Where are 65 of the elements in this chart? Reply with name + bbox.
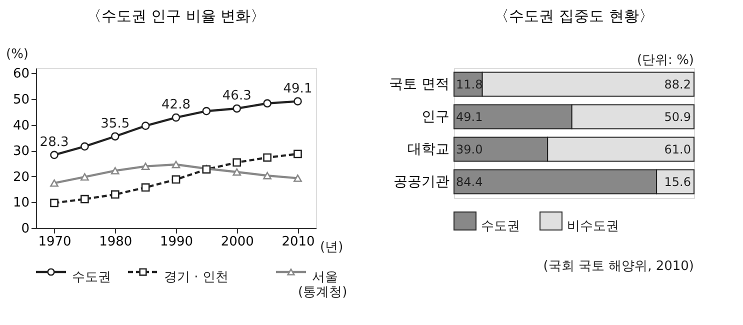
point: [110, 167, 120, 174]
data-label: 28.3: [40, 134, 69, 150]
x-tick-label: 2010: [282, 234, 315, 250]
text: (국회 국토 해양위, 2010): [543, 259, 694, 274]
legend-label: 비수도권: [567, 219, 619, 234]
text: (단위: %): [636, 53, 694, 68]
data-label: 49.1: [283, 81, 312, 96]
y-tick-label: 10: [12, 196, 30, 211]
y-tick-label: 20: [12, 170, 30, 185]
data-label: 35.5: [100, 116, 130, 132]
y-tick-label: 공공기관: [394, 174, 450, 190]
point: [232, 104, 242, 113]
chart-title: 〈수도권 집중도 현황〉: [494, 7, 654, 25]
y-axis-title: (%): [6, 47, 28, 62]
point: [263, 153, 272, 162]
data-label: 15.6: [664, 174, 691, 189]
legend-label: 서울: [312, 270, 338, 285]
x-tick-label: 1990: [160, 234, 194, 250]
legend-label: 경기 · 인천: [164, 270, 228, 285]
data-label: 88.2: [664, 77, 691, 92]
point: [80, 142, 89, 151]
point: [141, 122, 150, 130]
point: [50, 179, 58, 187]
point: [141, 183, 150, 192]
point: [80, 173, 89, 181]
data-label: 49.1: [456, 110, 483, 124]
chart-title: 〈수도권 인구 비율 변화〉: [86, 7, 266, 25]
point: [232, 168, 242, 176]
x-tick-label: 1970: [38, 234, 72, 250]
y-tick-label: 인구: [422, 108, 450, 125]
point: [294, 97, 302, 106]
legend-label: 수도권: [481, 219, 520, 234]
point: [232, 158, 242, 167]
y-tick-label: 0: [21, 222, 30, 236]
point: [202, 106, 211, 116]
point: [110, 190, 120, 199]
y-tick-label: 대학교: [408, 141, 450, 158]
point: [172, 113, 180, 122]
data-label: 46.3: [222, 88, 252, 104]
data-label: 39.0: [456, 142, 483, 156]
y-tick-label: 30: [12, 144, 30, 160]
y-tick-label: 60: [12, 66, 30, 82]
point: [80, 194, 89, 204]
x-tick-label: 1980: [99, 234, 132, 250]
data-label: 50.9: [664, 110, 691, 124]
x-tick-label: 2000: [220, 234, 254, 250]
point: [172, 160, 180, 168]
point: [50, 150, 58, 160]
y-tick-label: 40: [12, 118, 30, 134]
point: [141, 162, 150, 170]
data-label: 42.8: [162, 98, 190, 113]
text: (통계청): [298, 285, 348, 300]
data-label: 84.4: [456, 174, 483, 189]
y-tick-label: 국토 면적: [389, 76, 450, 92]
point: [263, 172, 272, 180]
legend-label: 수도권: [72, 270, 111, 285]
point: [50, 198, 58, 208]
data-label: 61.0: [664, 142, 691, 156]
x-axis-title: (년): [320, 240, 344, 255]
point: [263, 99, 272, 108]
point: [110, 132, 120, 141]
point: [294, 150, 302, 158]
y-tick-label: 50: [12, 92, 30, 108]
point: [172, 175, 180, 184]
point: [294, 174, 302, 182]
